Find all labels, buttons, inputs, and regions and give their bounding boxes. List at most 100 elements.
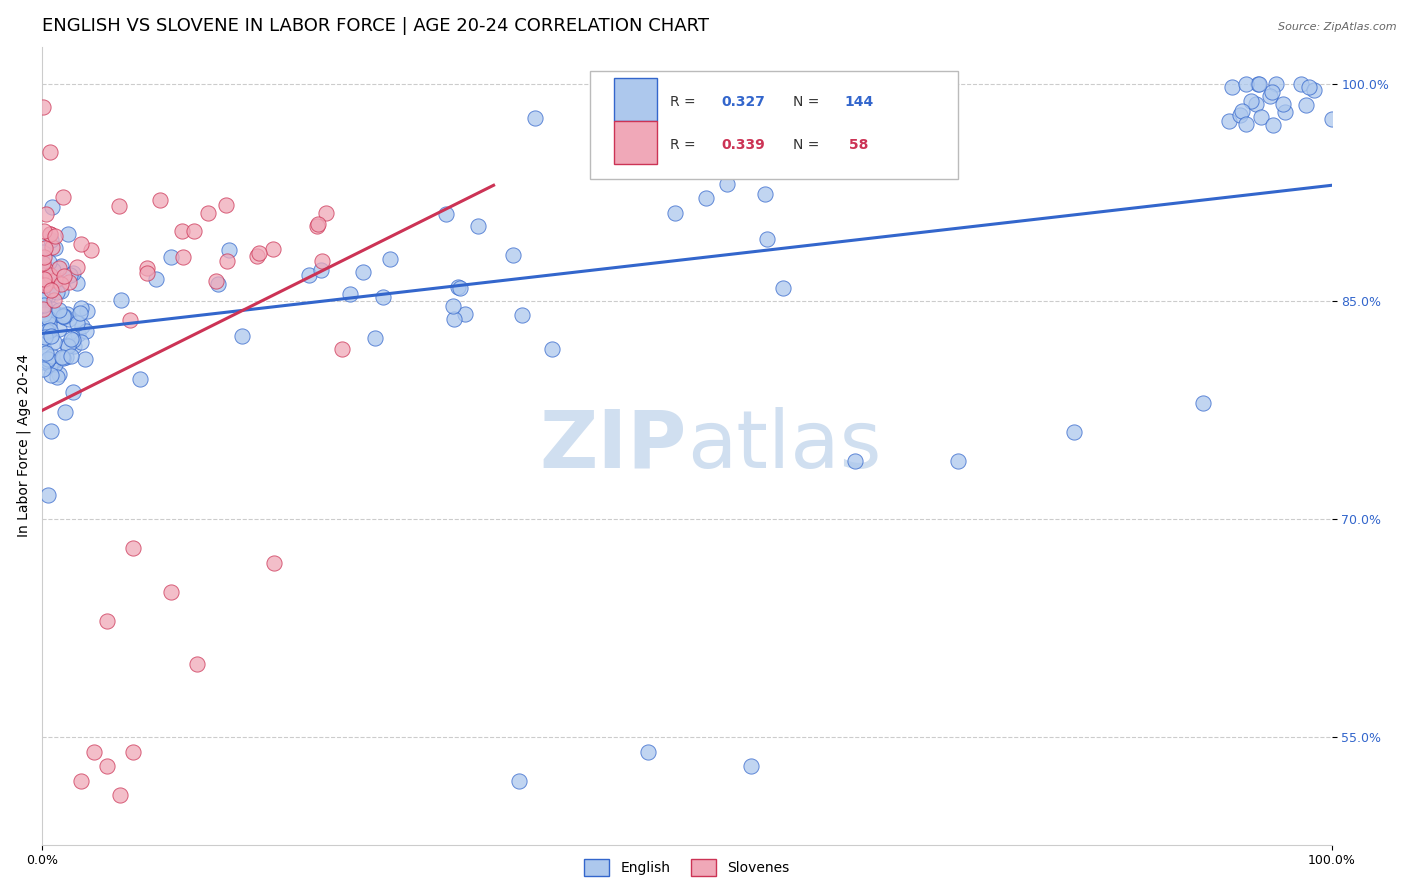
Point — [1240, 94, 1263, 108]
Point — [44, 272, 66, 286]
Point — [467, 219, 489, 233]
Point — [75, 324, 97, 338]
Point — [664, 206, 686, 220]
Point — [128, 372, 150, 386]
Text: R =: R = — [671, 138, 700, 152]
Point — [32, 268, 55, 283]
Point — [145, 272, 167, 286]
Point — [339, 286, 361, 301]
Point — [1191, 396, 1213, 410]
Point — [946, 454, 969, 468]
Point — [76, 304, 98, 318]
Point — [1250, 111, 1272, 125]
Point — [42, 354, 65, 368]
Point — [108, 788, 131, 802]
Point — [246, 249, 269, 263]
Point — [41, 200, 63, 214]
Y-axis label: In Labor Force | Age 20-24: In Labor Force | Age 20-24 — [17, 354, 31, 538]
Point — [197, 205, 219, 219]
Point — [37, 311, 59, 326]
Point — [32, 354, 55, 368]
Point — [508, 773, 530, 788]
Point — [59, 332, 82, 346]
Point — [96, 759, 118, 773]
Point — [60, 349, 83, 363]
Point — [844, 454, 866, 468]
Point — [1289, 77, 1312, 91]
Point — [56, 227, 79, 241]
Point — [32, 224, 55, 238]
Point — [183, 224, 205, 238]
Point — [1298, 79, 1320, 94]
Point — [32, 298, 55, 312]
FancyBboxPatch shape — [613, 78, 658, 121]
Point — [35, 346, 58, 360]
Point — [49, 259, 72, 273]
Point — [52, 351, 75, 365]
Point — [70, 301, 93, 315]
Point — [70, 237, 93, 252]
Point — [1063, 425, 1085, 439]
Point — [55, 351, 77, 365]
Point — [42, 274, 65, 288]
Point — [37, 289, 59, 303]
Point — [39, 284, 62, 298]
Point — [53, 405, 76, 419]
Point — [32, 250, 55, 264]
Point — [39, 145, 62, 159]
Point — [218, 244, 240, 258]
Point — [1229, 108, 1251, 122]
Point — [38, 227, 60, 241]
Point — [34, 271, 56, 285]
Point — [110, 293, 132, 308]
Point — [32, 343, 55, 357]
Point — [1295, 98, 1317, 112]
Point — [49, 308, 72, 322]
Point — [172, 250, 194, 264]
Point — [32, 244, 55, 259]
Point — [46, 285, 69, 299]
Point — [56, 339, 79, 353]
Point — [39, 328, 62, 343]
Point — [62, 334, 84, 348]
Point — [716, 177, 738, 191]
Point — [34, 275, 56, 289]
Point — [136, 266, 159, 280]
Point — [39, 273, 62, 287]
Point — [37, 351, 59, 366]
Point — [754, 187, 776, 202]
Point — [523, 112, 546, 126]
Point — [38, 317, 60, 331]
Point — [80, 243, 103, 257]
Point — [83, 745, 105, 759]
Point — [441, 299, 464, 313]
Point — [53, 310, 76, 324]
Point — [67, 326, 90, 341]
Point — [48, 322, 70, 336]
Point — [41, 302, 63, 317]
Point — [1234, 117, 1257, 131]
Point — [51, 284, 73, 298]
Point — [49, 277, 72, 291]
FancyBboxPatch shape — [591, 71, 957, 179]
Point — [66, 277, 89, 291]
Point — [449, 281, 471, 295]
Point — [34, 207, 56, 221]
Point — [39, 227, 62, 241]
Point — [602, 113, 624, 128]
Point — [740, 759, 762, 773]
Point — [44, 306, 66, 320]
Point — [66, 260, 89, 274]
Point — [62, 384, 84, 399]
Point — [59, 268, 82, 282]
Point — [352, 265, 374, 279]
Point — [41, 282, 63, 296]
Point — [35, 324, 58, 338]
Point — [44, 229, 66, 244]
Point — [1230, 104, 1253, 119]
Point — [31, 334, 53, 349]
Point — [56, 337, 79, 351]
Point — [1261, 118, 1284, 132]
Point — [364, 331, 387, 345]
Point — [307, 217, 329, 231]
